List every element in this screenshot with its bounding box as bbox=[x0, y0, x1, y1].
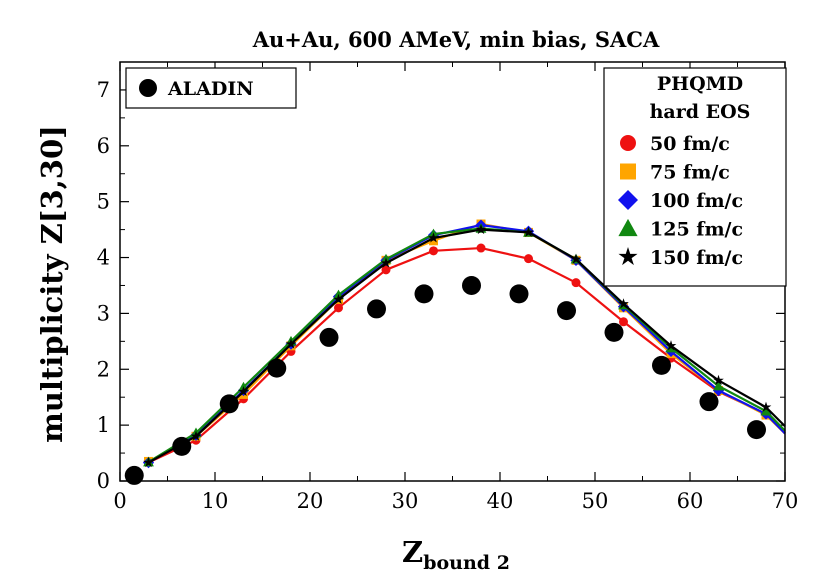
model-legend-header-line-1: PHQMD bbox=[657, 73, 743, 95]
x-axis-label-main: Z bbox=[402, 535, 423, 569]
series-point bbox=[190, 430, 202, 441]
aladin-point bbox=[219, 394, 239, 414]
x-tick-label: 0 bbox=[113, 489, 126, 513]
x-tick-label: 20 bbox=[297, 489, 324, 513]
aladin-point bbox=[267, 358, 287, 378]
x-tick-label: 60 bbox=[677, 489, 704, 513]
series-point bbox=[476, 243, 486, 253]
aladin-point bbox=[604, 322, 624, 342]
series-point bbox=[713, 380, 724, 391]
y-axis-label: multiplicity Z[3,30] bbox=[35, 125, 69, 443]
aladin-point bbox=[367, 299, 386, 319]
series-point bbox=[428, 232, 439, 243]
series-point bbox=[713, 374, 724, 385]
model-legend-header-line-2: hard EOS bbox=[650, 101, 751, 123]
aladin-point bbox=[747, 420, 766, 440]
legend-label: 75 fm/c bbox=[650, 162, 730, 184]
y-tick-label: 3 bbox=[97, 301, 110, 325]
series-point bbox=[571, 278, 581, 288]
aladin-point bbox=[414, 284, 434, 304]
series-point bbox=[619, 317, 628, 327]
series-point bbox=[760, 401, 772, 412]
y-tick-label: 4 bbox=[97, 246, 110, 270]
series-point bbox=[475, 223, 487, 235]
y-tick-label: 2 bbox=[97, 357, 110, 381]
x-axis-label: Zbound 2 bbox=[402, 535, 510, 574]
aladin-point bbox=[124, 465, 144, 485]
series-point bbox=[618, 298, 629, 309]
legend-marker bbox=[620, 135, 636, 151]
y-tick-label: 6 bbox=[97, 134, 110, 158]
legend-marker bbox=[620, 163, 636, 180]
aladin-point bbox=[699, 392, 719, 412]
aladin-point bbox=[509, 284, 529, 304]
aladin-data-layer bbox=[124, 275, 766, 485]
series-point bbox=[665, 340, 677, 351]
series-point bbox=[143, 456, 154, 468]
y-tick-label: 0 bbox=[97, 469, 110, 493]
series-point bbox=[381, 265, 391, 275]
x-tick-label: 40 bbox=[487, 489, 514, 513]
y-tick-label: 5 bbox=[97, 190, 110, 214]
series-point bbox=[523, 226, 534, 237]
x-tick-label: 70 bbox=[772, 489, 799, 513]
legend-marker bbox=[618, 218, 638, 237]
series-layer bbox=[142, 219, 786, 469]
series-point bbox=[238, 385, 249, 397]
x-tick-label: 50 bbox=[582, 489, 609, 513]
y-tick-label: 1 bbox=[97, 413, 110, 437]
series-150-fm-c bbox=[143, 223, 786, 468]
data-legend-marker bbox=[139, 79, 157, 97]
legend-label: 100 fm/c bbox=[650, 190, 743, 212]
legend-label: 125 fm/c bbox=[650, 219, 743, 241]
aladin-point bbox=[172, 436, 192, 456]
aladin-point bbox=[319, 327, 339, 347]
legend-label: 150 fm/c bbox=[650, 247, 743, 269]
model-legend: PHQMD hard EOS 50 fm/c 75 fm/c 100 fm/c 125… bbox=[603, 67, 787, 287]
series-point bbox=[380, 257, 392, 268]
data-legend-label: ALADIN bbox=[167, 78, 254, 100]
chart-title: Au+Au, 600 AMeV, min bias, SACA bbox=[252, 27, 660, 52]
data-legend: ALADIN bbox=[125, 67, 297, 109]
legend-marker bbox=[618, 190, 638, 210]
series-point bbox=[334, 303, 343, 313]
series-point bbox=[760, 405, 772, 416]
aladin-point bbox=[462, 275, 481, 295]
aladin-point bbox=[652, 355, 671, 375]
series-point bbox=[524, 254, 533, 264]
x-tick-label: 10 bbox=[202, 489, 229, 513]
aladin-point bbox=[557, 301, 576, 321]
x-tick-label: 30 bbox=[392, 489, 419, 513]
model-legend-entries: 50 fm/c 75 fm/c 100 fm/c 125 fm/c 150 fm/c bbox=[618, 133, 743, 269]
y-tick-label: 7 bbox=[97, 78, 110, 102]
axis-ticks: 0 10 20 30 40 50 60 70 0 1 2 3 4 5 6 7 bbox=[97, 62, 799, 513]
series-point bbox=[570, 253, 582, 264]
x-axis-label-sub: bound 2 bbox=[423, 552, 510, 574]
series-point bbox=[333, 293, 344, 304]
legend-label: 50 fm/c bbox=[650, 133, 730, 155]
series-point bbox=[429, 246, 438, 256]
legend-marker bbox=[618, 247, 638, 266]
series-point bbox=[285, 338, 297, 349]
